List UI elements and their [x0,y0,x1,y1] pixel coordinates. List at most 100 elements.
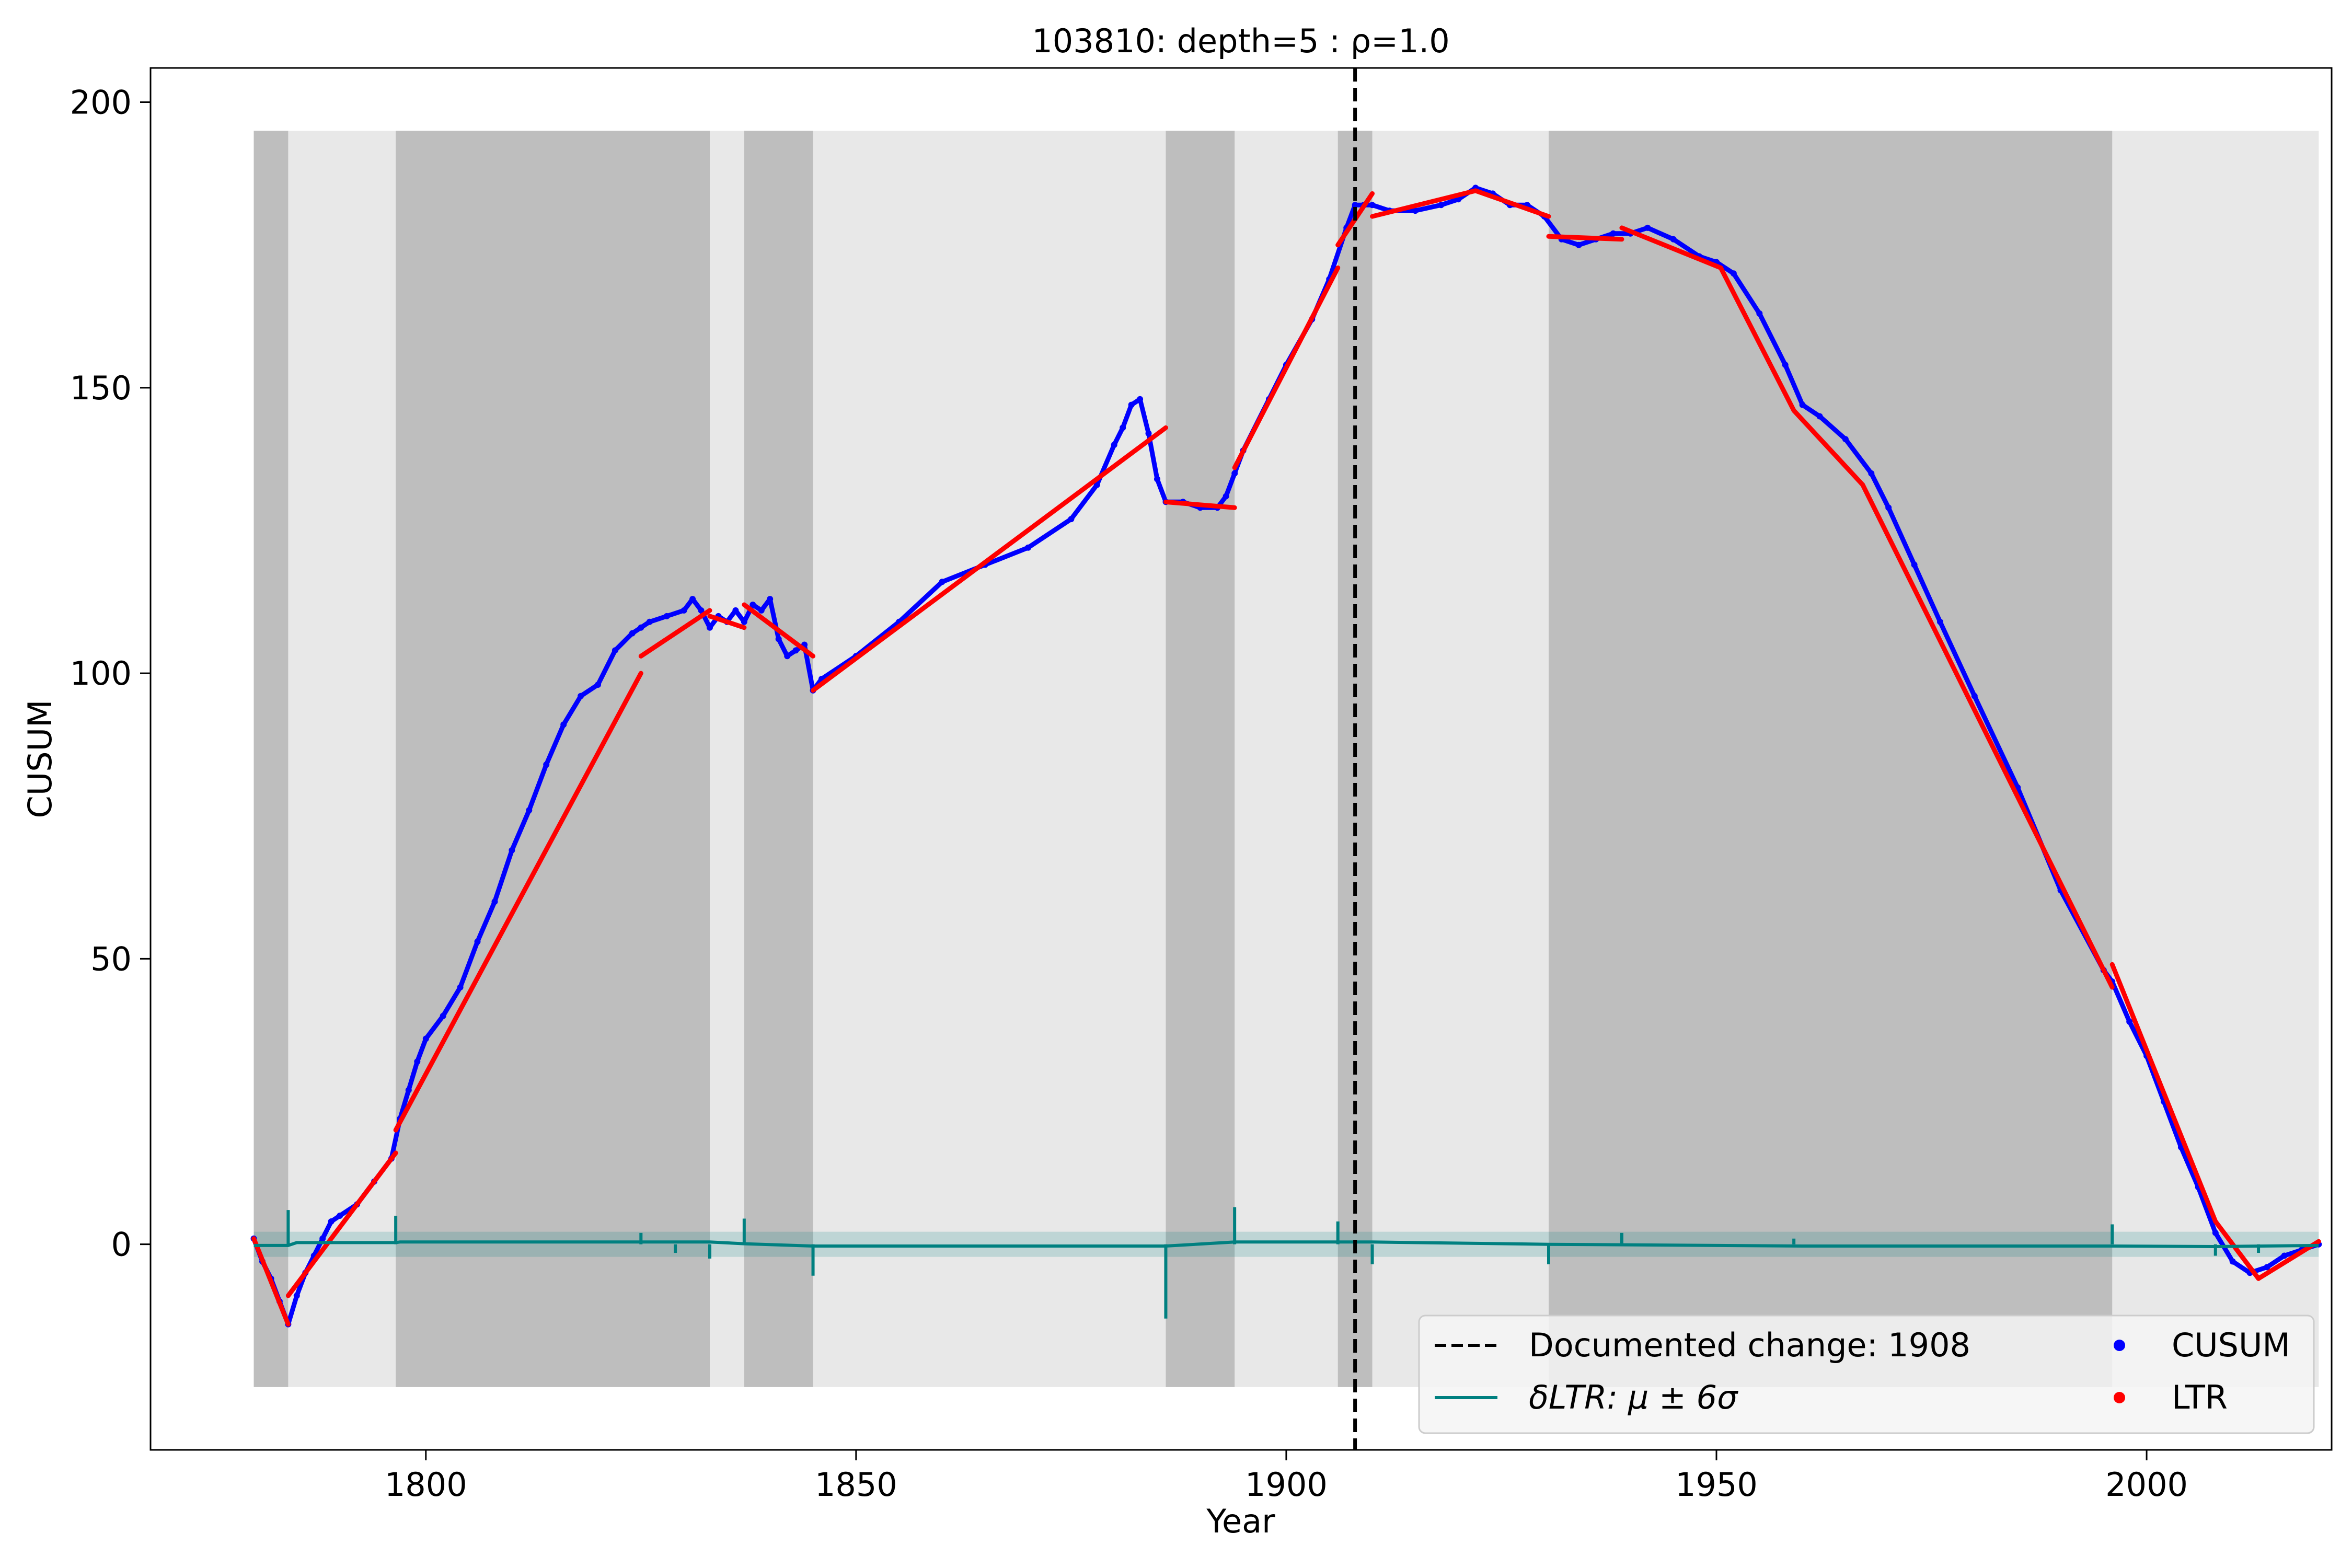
cusum-point [1352,202,1358,209]
cusum-point [440,1012,446,1019]
cusum-point [405,1087,412,1093]
delta-ltr-band [253,1231,2319,1257]
cusum-point [595,682,601,688]
cusum-point [638,624,644,631]
cusum-point [1369,202,1376,209]
cusum-point [784,653,791,660]
cusum-point [2126,1018,2133,1025]
cusum-point [1816,413,1823,420]
delta-ltr-band-fill [253,1231,2319,1257]
cusum-point [474,938,481,945]
cusum-point [1231,470,1238,477]
cusum-point [1971,693,1978,699]
cusum-point [526,807,533,814]
cusum-point [328,1218,335,1225]
legend-cusum-marker [2114,1340,2125,1351]
ltr-segment [285,1150,398,1298]
cusum-point [414,1058,421,1065]
ltr-segment [1546,234,1624,242]
y-axis: 0 50 100 150 200 [70,84,151,1264]
legend-delta-ltr-label: δLTR: μ ± 6σ [1529,1378,1738,1416]
ltr-segment [2109,962,2218,1224]
ltr-segment [1718,265,1796,413]
y-tick-label: 150 [70,369,132,407]
cusum-point [750,602,756,608]
cusum-point [646,618,653,625]
cusum-point [2281,1252,2288,1259]
cusum-point [1093,481,1100,488]
ltr-segment [707,614,747,630]
legend-cusum-label: CUSUM [2172,1326,2290,1364]
cusum-point [1868,470,1875,477]
y-tick-label: 0 [111,1226,132,1264]
ltr-series [251,188,2321,1327]
dark-segment-span [1166,131,1235,1387]
legend-documented-change-label: Documented change: 1908 [1529,1326,1970,1364]
ltr-segment [1370,188,1478,219]
cusum-point [681,607,687,614]
segment-shading [253,131,2319,1387]
plot-frame [149,67,2333,1451]
cusum-point [1025,544,1032,551]
dark-segment-span [744,131,813,1387]
cusum-point [758,607,765,614]
delta-ltr-series [253,1207,2319,1319]
ltr-segment [1791,408,1865,488]
chart-title: 103810: depth=5 : ρ=1.0 [1032,22,1449,60]
x-tick-label: 1850 [815,1466,897,1504]
cusum-point [2212,1229,2219,1236]
legend-ltr-label: LTR [2172,1378,2228,1416]
cusum-point [612,647,618,654]
y-tick-label: 100 [70,654,132,693]
dark-segment-span [253,131,289,1387]
cusum-point [792,647,799,654]
y-tick-label: 50 [90,940,132,978]
y-axis-label: CUSUM [21,700,59,818]
cusum-point [1670,236,1677,243]
x-tick-label: 1800 [385,1466,467,1504]
cusum-point [1128,401,1135,408]
cusum-point [775,636,782,642]
ltr-segment [638,608,712,659]
y-tick-label: 200 [70,84,132,122]
ltr-segment [1860,482,2115,990]
cusum-point [543,761,550,768]
cusum-point [707,624,713,631]
cusum-point [457,984,464,990]
ltr-segment [1473,188,1551,219]
cusum-point [578,693,584,699]
cusum-point [1782,362,1789,368]
ltr-segment [393,671,643,1133]
delta-ltr-line [253,1240,2319,1249]
x-tick-label: 1900 [1245,1466,1328,1504]
dark-segment-span [396,131,710,1387]
cusum-point [1575,241,1582,248]
cusum-point [1644,224,1651,231]
x-axis: 1800 1850 1900 1950 2000 [385,1450,2188,1504]
x-tick-label: 1950 [1675,1466,1758,1504]
ltr-segment [1163,499,1237,510]
cusum-point [1154,476,1160,482]
cusum-point [698,607,705,614]
legend-ltr-marker [2114,1392,2125,1403]
cusum-point [732,607,739,614]
cusum-point [741,618,747,625]
cusum-point [1756,310,1763,317]
ltr-segment [251,1236,291,1327]
legend-box [1418,1315,2315,1434]
dark-segment-span [1549,131,2113,1387]
cusum-point [1730,270,1737,277]
cusum-point [1137,396,1144,402]
ltr-segment [2213,1219,2261,1281]
cusum-point [1842,436,1849,443]
cusum-point [422,1035,429,1042]
cusum-point [1911,561,1918,568]
ltr-segment [811,425,1168,693]
legend: Documented change: 1908 CUSUM δLTR: μ ± … [1418,1315,2315,1434]
cusum-point [2229,1258,2236,1265]
x-tick-label: 2000 [2105,1466,2188,1504]
cusum-point [939,579,946,585]
cusum-point [1111,442,1117,448]
cusum-point [1412,207,1419,214]
cusum-point [337,1213,343,1219]
